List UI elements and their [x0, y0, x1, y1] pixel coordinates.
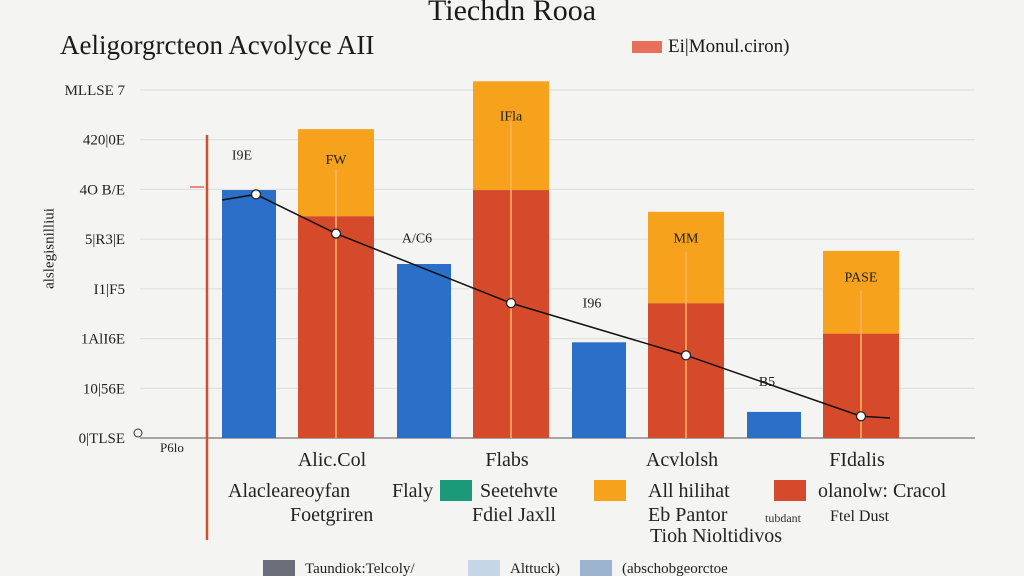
bottom-legend-swatch — [263, 560, 295, 576]
legend-label: Alacleareoyfan — [228, 480, 350, 502]
chart-title: Tiechdn Rooa — [427, 0, 597, 27]
bar-blue — [747, 411, 801, 438]
bar-value-label: B5 — [759, 375, 775, 390]
chart-subtitle: Aeligorgrcteon Acvolyce AII — [60, 30, 375, 60]
trend-point — [330, 228, 342, 239]
bar-value-label: IFla — [500, 109, 523, 124]
bar-value-label: I96 — [583, 297, 602, 312]
y-tick-label: 420|0E — [83, 133, 125, 149]
bar-value-label: I9E — [232, 149, 252, 164]
legend-sublabel: Ftel Dust — [830, 508, 890, 525]
bottom-legend-label: Alttuck) — [510, 561, 560, 576]
y-tick-label: 4O B/E — [80, 182, 125, 198]
legend-sublabel: Fdiel Jaxll — [472, 504, 556, 526]
legend-label: Seetehvte — [480, 480, 558, 502]
legend-label: olanolw: Cracol — [818, 480, 947, 502]
x-axis-left-label: P6lo — [160, 440, 184, 455]
legend-extra-label: tubdant — [765, 511, 802, 525]
x-tick-label: Acvlolsh — [646, 449, 718, 471]
y-tick-label: 1AlI6E — [81, 332, 125, 348]
y-tick-label: MLLSE 7 — [65, 83, 126, 99]
bar-value-label: FW — [326, 153, 348, 168]
trend-point — [855, 411, 867, 422]
bottom-legend-swatch — [468, 560, 500, 576]
top-legend-label: Ei|Monul.ciron) — [668, 36, 790, 57]
legend-label: Flaly — [392, 480, 433, 502]
top-legend: Ei|Monul.ciron) — [632, 36, 789, 58]
trend-point — [250, 189, 262, 200]
x-tick-label: FIdalis — [829, 449, 885, 471]
bottom-legend-label: Taundiok:Telcoly/ — [305, 561, 415, 576]
legend-swatch — [440, 480, 472, 501]
bottom-legend-label: (abschobgeorctoe — [622, 561, 728, 576]
x-tick-label: Flabs — [485, 449, 529, 471]
bar-value-label: PASE — [845, 270, 878, 285]
trend-point — [505, 297, 517, 309]
bar-blue — [397, 264, 451, 438]
legend-sublabel: Tioh Nioltidivos — [650, 525, 782, 547]
legend-sublabel: Foetgriren — [290, 504, 373, 526]
y-tick-label: 0|TLSE — [79, 431, 125, 447]
y-tick-label: I1|F5 — [94, 282, 125, 298]
bottom-legend-swatch — [580, 560, 612, 576]
bar-value-label: MM — [674, 231, 699, 246]
legend-swatch — [774, 480, 806, 501]
top-legend-swatch — [632, 41, 662, 53]
legend-swatch — [594, 480, 626, 501]
y-tick-label: 10|56E — [83, 381, 125, 397]
axis-origin-marker — [133, 428, 143, 438]
x-tick-label: Alic.Col — [298, 449, 367, 471]
legend-label: All hilihat — [648, 480, 730, 502]
trend-point — [680, 350, 692, 361]
bar-blue — [222, 190, 276, 438]
bar-blue — [572, 342, 626, 438]
y-tick-label: 5|R3|E — [85, 232, 125, 248]
legend-sublabel: Eb Pantor — [648, 504, 728, 526]
bar-value-label: A/C6 — [402, 231, 432, 246]
